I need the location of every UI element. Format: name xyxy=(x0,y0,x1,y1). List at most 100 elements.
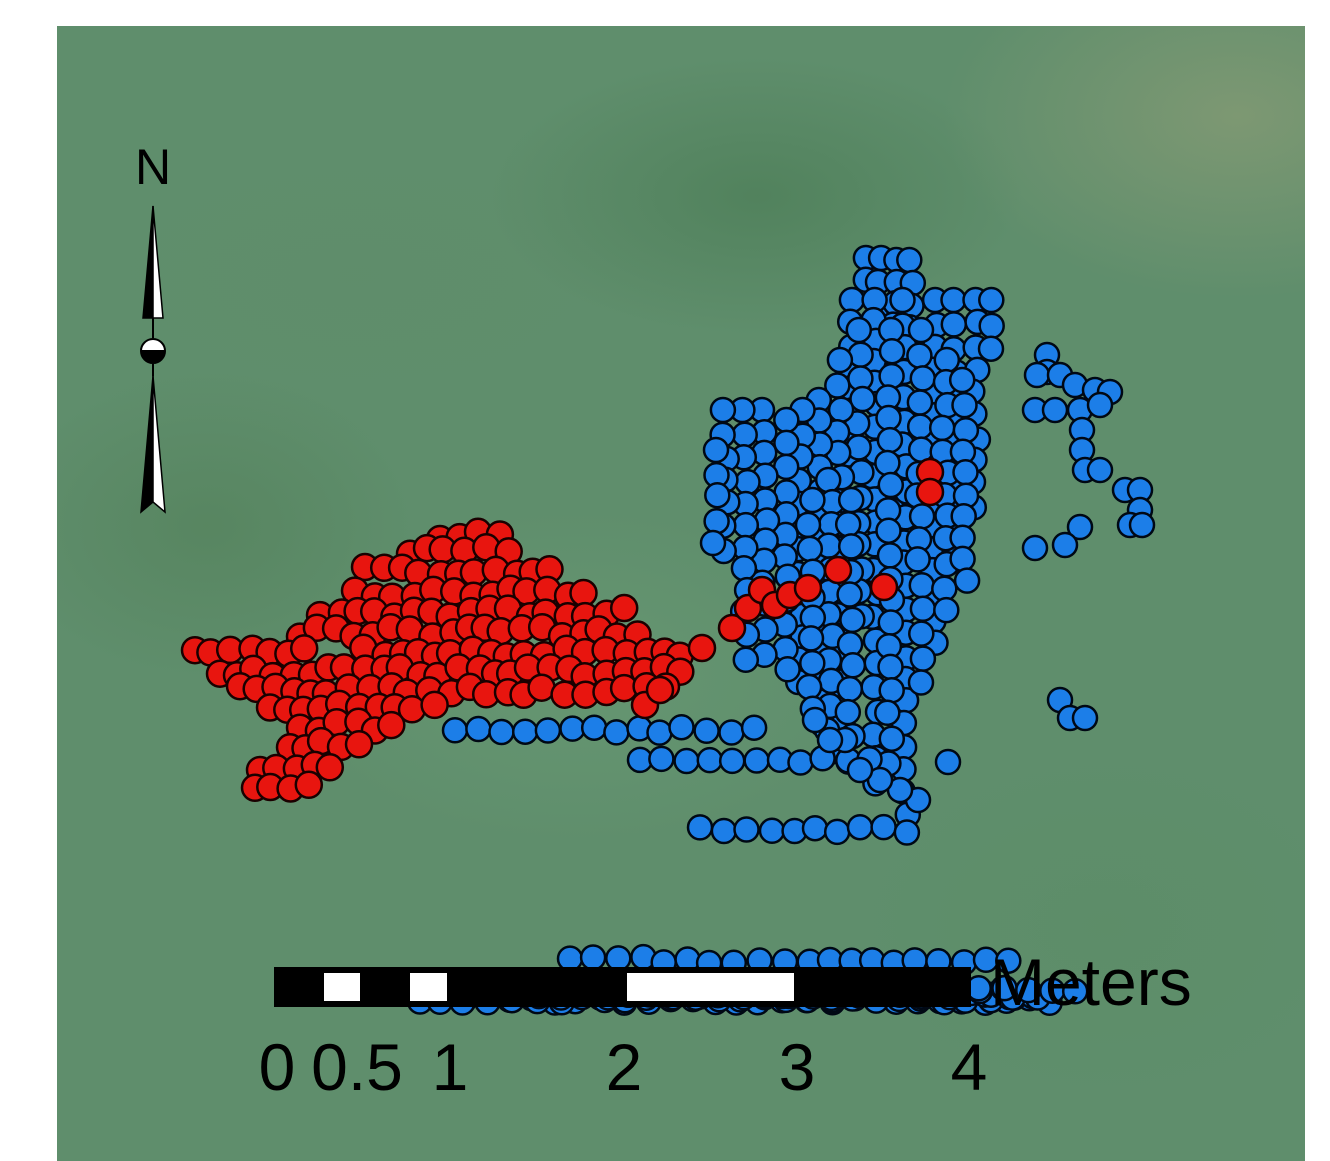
red-point-50 xyxy=(609,593,639,623)
blue-point-146 xyxy=(878,725,906,752)
blue-point-113 xyxy=(978,312,1005,340)
blue-point-479 xyxy=(1061,978,1089,1005)
red-point-186 xyxy=(915,477,945,507)
red-point-76 xyxy=(289,634,319,663)
blue-point-138 xyxy=(876,542,904,569)
blue-point-268 xyxy=(709,396,737,424)
blue-point-148 xyxy=(907,316,935,344)
red-point-175 xyxy=(645,675,675,705)
red-point-169 xyxy=(315,753,345,782)
north-arrow-upper-right xyxy=(152,205,164,319)
blue-point-180 xyxy=(952,459,979,486)
blue-point-494 xyxy=(718,747,746,775)
blue-point-517 xyxy=(1023,361,1051,389)
red-point-184 xyxy=(869,572,899,602)
blue-point-280 xyxy=(814,466,842,494)
blue-point-481 xyxy=(710,817,738,845)
blue-point-480 xyxy=(686,814,714,841)
blue-point-486 xyxy=(823,818,851,846)
north-label: N xyxy=(135,139,171,195)
blue-point-310 xyxy=(839,652,867,679)
blue-point-178 xyxy=(952,416,980,444)
blue-point-501 xyxy=(441,717,469,744)
blue-point-488 xyxy=(870,813,897,841)
blue-point-164 xyxy=(933,346,961,374)
blue-point-537 xyxy=(1021,534,1049,562)
map-canvas: N Meters 0 0.5 1 2 3 4 xyxy=(135,139,1192,1104)
blue-point-158 xyxy=(904,546,931,573)
blue-point-492 xyxy=(673,747,700,775)
blue-point-151 xyxy=(906,389,934,416)
blue-point-545 xyxy=(846,756,874,784)
blue-point-141 xyxy=(877,609,905,636)
blue-point-510 xyxy=(646,719,673,746)
north-arrow-upper-left xyxy=(142,205,154,319)
blue-point-304 xyxy=(834,511,862,538)
map-frame: N Meters 0 0.5 1 2 3 4 xyxy=(57,26,1305,1161)
blue-point-135 xyxy=(877,471,905,499)
blue-point-51 xyxy=(889,286,916,314)
scale-tick-4: 4 xyxy=(951,1030,988,1104)
blue-point-156 xyxy=(908,503,936,530)
blue-point-176 xyxy=(948,366,976,394)
blue-point-184 xyxy=(949,545,976,573)
scale-segment-2-3 xyxy=(627,973,794,1001)
blue-point-493 xyxy=(696,746,724,774)
blue-point-505 xyxy=(534,717,562,744)
blue-point-152 xyxy=(906,413,934,440)
blue-point-462 xyxy=(995,947,1022,974)
blue-point-279 xyxy=(699,529,727,557)
blue-point-21 xyxy=(838,286,866,314)
blue-point-188 xyxy=(827,396,855,423)
blue-point-485 xyxy=(801,814,829,842)
scale-tick-0: 0 xyxy=(259,1030,296,1104)
blue-point-489 xyxy=(893,819,921,846)
blue-point-495 xyxy=(743,747,770,774)
blue-point-504 xyxy=(511,718,539,745)
blue-point-91 xyxy=(940,311,968,338)
blue-point-491 xyxy=(648,745,675,773)
blue-point-536 xyxy=(1051,531,1079,559)
blue-point-307 xyxy=(836,581,863,608)
blue-point-160 xyxy=(909,595,937,623)
scale-tick-3: 3 xyxy=(779,1030,816,1104)
blue-point-503 xyxy=(488,718,515,746)
blue-point-511 xyxy=(668,713,695,741)
blue-point-295 xyxy=(796,535,824,563)
red-point-173 xyxy=(294,770,324,800)
scale-tick-1: 1 xyxy=(432,1030,469,1104)
blue-point-487 xyxy=(846,813,874,841)
red-point-164 xyxy=(344,730,374,759)
blue-point-150 xyxy=(909,365,937,392)
blue-point-267 xyxy=(732,646,760,674)
blue-point-507 xyxy=(580,714,608,741)
blue-point-497 xyxy=(787,749,814,776)
blue-point-112 xyxy=(978,286,1005,314)
blue-point-17 xyxy=(896,246,923,274)
blue-point-508 xyxy=(603,719,630,746)
blue-point-535 xyxy=(1066,513,1094,541)
blue-point-547 xyxy=(816,726,844,754)
blue-point-257 xyxy=(731,421,758,448)
red-point-183 xyxy=(823,555,853,585)
blue-point-308 xyxy=(839,606,866,634)
blue-point-483 xyxy=(758,817,786,845)
scale-segment-0.75-1 xyxy=(410,973,447,1001)
blue-point-548 xyxy=(801,706,829,734)
blue-point-134 xyxy=(874,449,901,477)
red-point-159 xyxy=(377,710,406,740)
blue-point-162 xyxy=(909,645,937,672)
blue-point-294 xyxy=(794,511,822,539)
blue-point-175 xyxy=(933,596,960,624)
blue-point-243 xyxy=(774,656,801,683)
blue-point-185 xyxy=(953,567,981,594)
blue-point-177 xyxy=(951,391,978,419)
blue-point-278 xyxy=(703,507,730,535)
scale-bar: Meters 0 0.5 1 2 3 4 xyxy=(259,945,1192,1104)
blue-point-90 xyxy=(940,286,967,314)
blue-point-277 xyxy=(704,481,731,509)
scale-unit-label: Meters xyxy=(990,945,1192,1019)
blue-point-529 xyxy=(1086,456,1114,484)
blue-point-301 xyxy=(795,673,823,701)
north-arrow: N xyxy=(135,139,171,514)
